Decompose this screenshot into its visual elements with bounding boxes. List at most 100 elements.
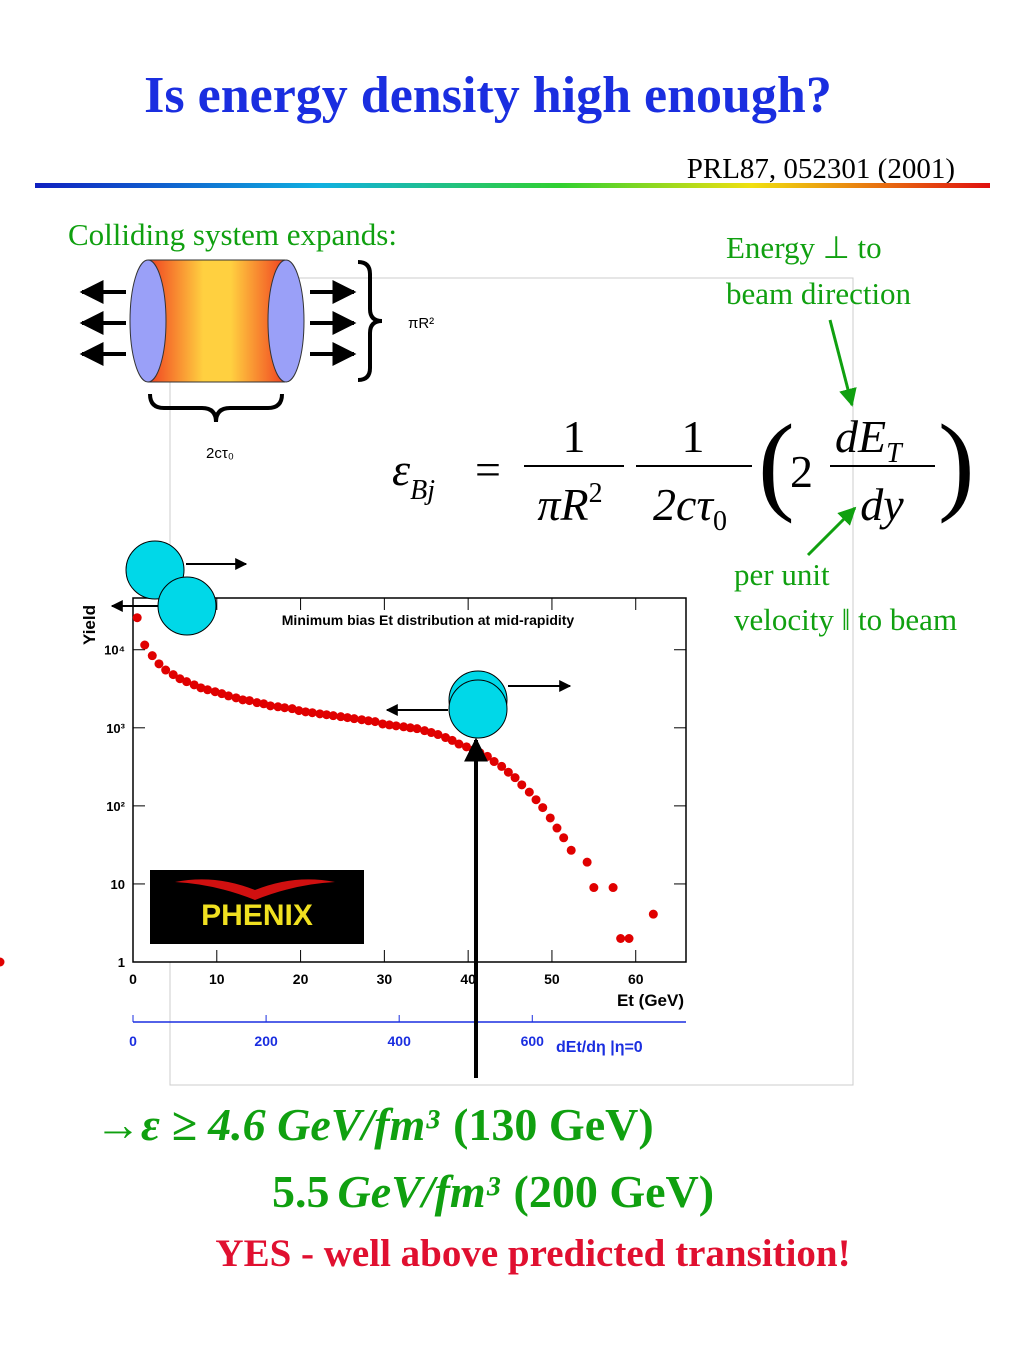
result-text: (130 GeV) xyxy=(453,1099,654,1150)
data-point xyxy=(357,715,367,725)
data-point xyxy=(378,719,388,729)
result-text: →ε ≥ 4.6 GeV/fm³ xyxy=(95,1099,440,1150)
data-point xyxy=(510,773,520,783)
x-tick-label: 60 xyxy=(628,971,644,987)
formula-text: dE xyxy=(835,411,886,462)
annotation-per-unit: per unit xyxy=(734,557,830,592)
data-point xyxy=(589,883,599,893)
annotation-arrow xyxy=(828,319,857,407)
data-point xyxy=(370,717,380,727)
x-tick-label: 40 xyxy=(460,971,476,987)
x-tick-label: 10 xyxy=(209,971,225,987)
data-point xyxy=(307,708,317,718)
data-point xyxy=(391,721,401,731)
formula-text: T xyxy=(886,438,904,469)
data-point xyxy=(244,696,254,706)
data-point xyxy=(252,698,262,708)
result-text: GeV/fm³ xyxy=(338,1166,501,1217)
data-point xyxy=(301,707,311,717)
reference: PRL87, 052301 (2001) xyxy=(687,153,955,185)
formula-text: πR xyxy=(537,479,588,530)
annotation-energy: Energy ⊥ to xyxy=(726,230,882,265)
radius-label: πR² xyxy=(408,315,434,332)
formula-text: 2 xyxy=(790,446,813,497)
y-tick-label: 10⁴ xyxy=(104,643,125,658)
formula-text: ε xyxy=(392,444,411,495)
formula-text: 2cτ xyxy=(653,479,714,530)
data-point xyxy=(497,761,507,771)
data-point xyxy=(559,833,569,843)
data-point xyxy=(447,735,457,745)
formula-eq: = xyxy=(475,444,501,495)
length-label: 2cτ₀ xyxy=(206,445,234,462)
diagram-caption: Colliding system expands: xyxy=(68,217,397,252)
data-point xyxy=(412,724,422,734)
data-point xyxy=(582,857,592,867)
data-point xyxy=(624,934,634,943)
formula-text: 2 xyxy=(589,478,603,509)
data-point xyxy=(524,787,534,797)
data-point xyxy=(273,702,283,712)
data-point xyxy=(161,665,171,675)
data-point xyxy=(503,767,513,777)
data-point xyxy=(454,739,464,749)
formula: εBj = 1 πR2 1 2cτ0 ( 2 dET dy ) xyxy=(392,402,975,537)
formula-text: dET xyxy=(835,411,904,469)
data-point xyxy=(531,795,541,805)
data-point xyxy=(203,685,213,695)
data-point xyxy=(238,695,248,705)
data-point xyxy=(294,706,304,716)
formula-text: 2cτ0 xyxy=(653,479,727,537)
formula-text: Bj xyxy=(410,475,435,506)
nuclei xyxy=(110,540,572,1078)
formula-text: πR2 xyxy=(537,478,602,530)
conclusion: YES - well above predicted transition! xyxy=(215,1232,850,1275)
y-tick-label: 10² xyxy=(106,799,125,814)
chart: PHENIX Minimum bias Et distribution at m… xyxy=(0,597,687,1056)
chart-title: Minimum bias Et distribution at mid-rapi… xyxy=(282,612,575,628)
x-tick-label: 50 xyxy=(544,971,560,987)
data-point xyxy=(433,730,443,740)
data-point xyxy=(175,674,185,684)
data-point xyxy=(399,722,409,732)
data-point xyxy=(280,703,290,713)
logo-bird xyxy=(175,879,335,900)
cylinder-diagram xyxy=(79,259,383,423)
result-line: →ε ≥ 4.6 GeV/fm³ (130 GeV) xyxy=(95,1099,654,1150)
data-point xyxy=(566,845,576,855)
data-point xyxy=(265,701,275,711)
x2-tick-label: 200 xyxy=(254,1033,278,1049)
data-point xyxy=(147,651,157,661)
data-point xyxy=(552,823,562,833)
annotation-per-unit: velocity ǁ to beam xyxy=(734,602,957,637)
x-tick-label: 30 xyxy=(377,971,393,987)
formula-text: dy xyxy=(860,479,904,530)
data-point xyxy=(315,709,325,719)
data-point xyxy=(545,813,555,823)
x2-tick-label: 600 xyxy=(521,1033,545,1049)
data-point xyxy=(517,780,527,790)
formula-text: 0 xyxy=(713,506,727,537)
x2-tick-label: 400 xyxy=(388,1033,412,1049)
data-point xyxy=(0,957,5,967)
data-point xyxy=(349,714,359,724)
result-line: 5.5 GeV/fm³ (200 GeV) xyxy=(272,1166,714,1217)
result-text: 5.5 xyxy=(272,1166,330,1217)
data-point xyxy=(384,720,394,730)
data-point xyxy=(322,710,332,720)
y-tick-label: 1 xyxy=(118,955,125,970)
formula-text: 1 xyxy=(563,411,586,462)
x-axis-label: Et (GeV) xyxy=(617,991,684,1010)
data-point xyxy=(489,757,499,767)
data-point xyxy=(538,803,548,813)
data-point xyxy=(328,711,338,721)
y-tick-label: 10³ xyxy=(106,721,125,736)
data-point xyxy=(616,934,626,943)
formula-lhs: εBj xyxy=(392,444,435,506)
annotation-energy: beam direction xyxy=(726,276,912,311)
x-tick-label: 20 xyxy=(293,971,309,987)
data-point xyxy=(189,680,199,690)
x2-axis-label: dEt/dη |η=0 xyxy=(556,1039,643,1056)
divider xyxy=(35,183,990,188)
